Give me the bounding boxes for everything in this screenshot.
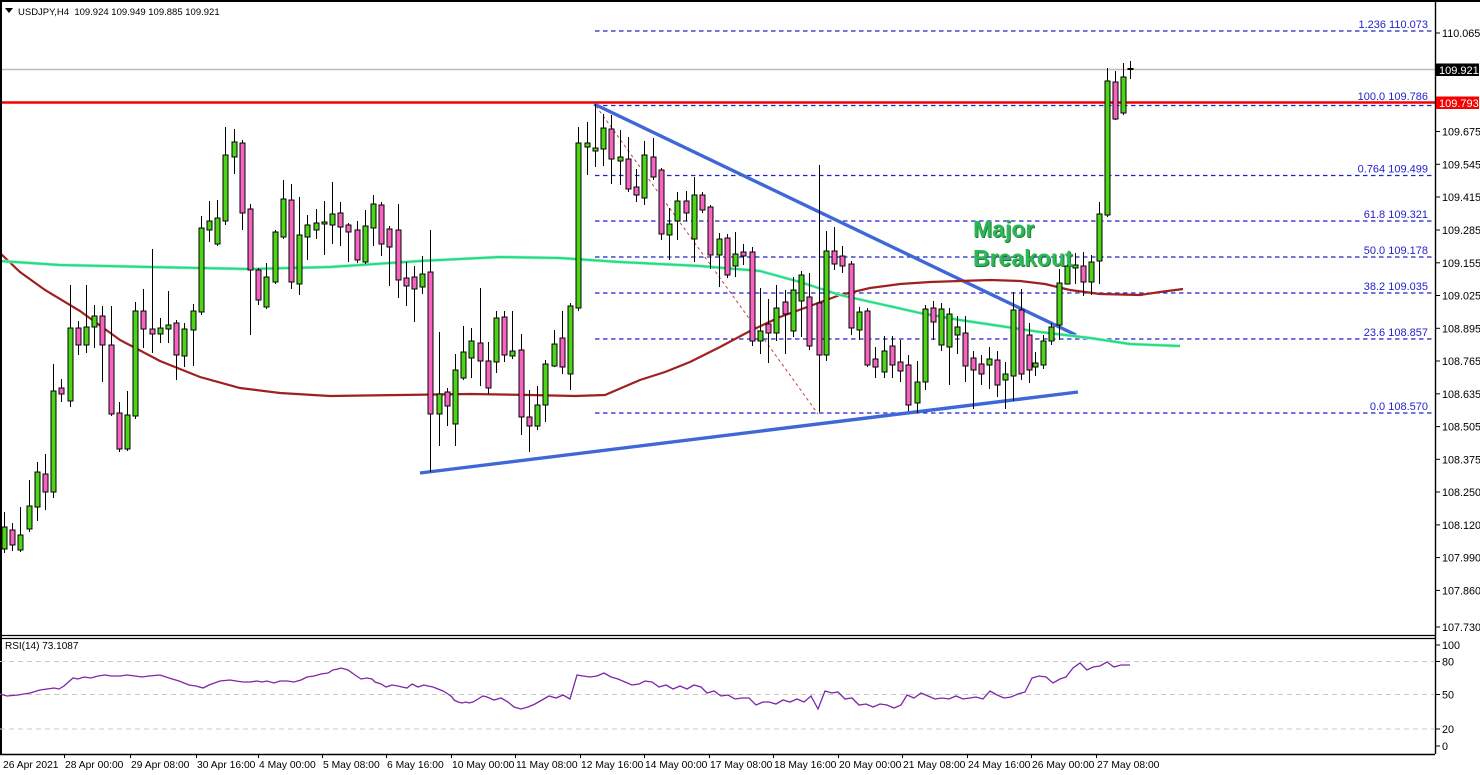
svg-text:Major: Major <box>973 216 1034 242</box>
svg-text:100.0 109.786: 100.0 109.786 <box>1358 91 1428 103</box>
svg-text:20 May 00:00: 20 May 00:00 <box>839 760 902 771</box>
svg-text:0.0 108.570: 0.0 108.570 <box>1370 401 1428 413</box>
svg-text:10 May 00:00: 10 May 00:00 <box>452 760 515 771</box>
svg-text:23.6 108.857: 23.6 108.857 <box>1364 327 1428 339</box>
svg-text:108.505: 108.505 <box>1442 422 1480 434</box>
svg-text:107.860: 107.860 <box>1442 585 1480 597</box>
svg-text:108.765: 108.765 <box>1442 356 1480 368</box>
svg-text:61.8 109.321: 61.8 109.321 <box>1364 209 1428 221</box>
svg-text:0: 0 <box>1442 741 1448 753</box>
svg-text:14 May 00:00: 14 May 00:00 <box>645 760 708 771</box>
svg-text:RSI(14) 73.1087: RSI(14) 73.1087 <box>5 641 79 652</box>
svg-text:24 May 16:00: 24 May 16:00 <box>968 760 1031 771</box>
svg-text:80: 80 <box>1442 657 1454 669</box>
svg-text:108.895: 108.895 <box>1442 323 1480 335</box>
svg-text:109.545: 109.545 <box>1442 159 1480 171</box>
svg-text:6 May 16:00: 6 May 16:00 <box>387 760 444 771</box>
svg-text:18 May 16:00: 18 May 16:00 <box>774 760 837 771</box>
svg-text:0.764 109.499: 0.764 109.499 <box>1358 164 1428 176</box>
svg-text:4 May 00:00: 4 May 00:00 <box>259 760 316 771</box>
svg-text:109.675: 109.675 <box>1442 127 1480 139</box>
svg-text:27 May 08:00: 27 May 08:00 <box>1097 760 1160 771</box>
svg-text:109.921: 109.921 <box>1439 65 1479 77</box>
svg-text:17 May 08:00: 17 May 08:00 <box>710 760 773 771</box>
svg-text:109.793: 109.793 <box>1439 98 1479 110</box>
svg-text:26 May 00:00: 26 May 00:00 <box>1032 760 1095 771</box>
svg-text:USDJPY,H4 109.924 109.949 109: USDJPY,H4 109.924 109.949 109.885 109.92… <box>18 7 220 18</box>
svg-text:26 Apr 2021: 26 Apr 2021 <box>3 760 59 771</box>
svg-text:12 May 16:00: 12 May 16:00 <box>581 760 644 771</box>
svg-text:5 May 08:00: 5 May 08:00 <box>323 760 380 771</box>
svg-text:107.990: 107.990 <box>1442 553 1480 565</box>
svg-text:28 Apr 00:00: 28 Apr 00:00 <box>65 760 124 771</box>
svg-text:109.415: 109.415 <box>1442 192 1480 204</box>
svg-text:108.635: 108.635 <box>1442 389 1480 401</box>
svg-text:109.285: 109.285 <box>1442 225 1480 237</box>
svg-text:50: 50 <box>1442 690 1454 702</box>
svg-text:29 Apr 08:00: 29 Apr 08:00 <box>131 760 190 771</box>
svg-text:108.250: 108.250 <box>1442 487 1480 499</box>
svg-text:50.0 109.178: 50.0 109.178 <box>1364 245 1428 257</box>
svg-text:108.120: 108.120 <box>1442 520 1480 532</box>
svg-text:21 May 08:00: 21 May 08:00 <box>903 760 966 771</box>
svg-text:1.236 110.073: 1.236 110.073 <box>1358 19 1428 31</box>
svg-text:20: 20 <box>1442 724 1454 736</box>
svg-text:100: 100 <box>1442 640 1460 652</box>
svg-text:38.2 109.035: 38.2 109.035 <box>1364 281 1428 293</box>
svg-text:110.065: 110.065 <box>1442 28 1480 40</box>
svg-text:30 Apr 16:00: 30 Apr 16:00 <box>197 760 256 771</box>
svg-text:108.375: 108.375 <box>1442 454 1480 466</box>
svg-text:11 May 08:00: 11 May 08:00 <box>516 760 578 771</box>
svg-text:109.155: 109.155 <box>1442 258 1480 270</box>
svg-text:107.730: 107.730 <box>1442 622 1480 634</box>
svg-text:Breakout: Breakout <box>973 245 1073 271</box>
svg-text:109.025: 109.025 <box>1442 291 1480 303</box>
